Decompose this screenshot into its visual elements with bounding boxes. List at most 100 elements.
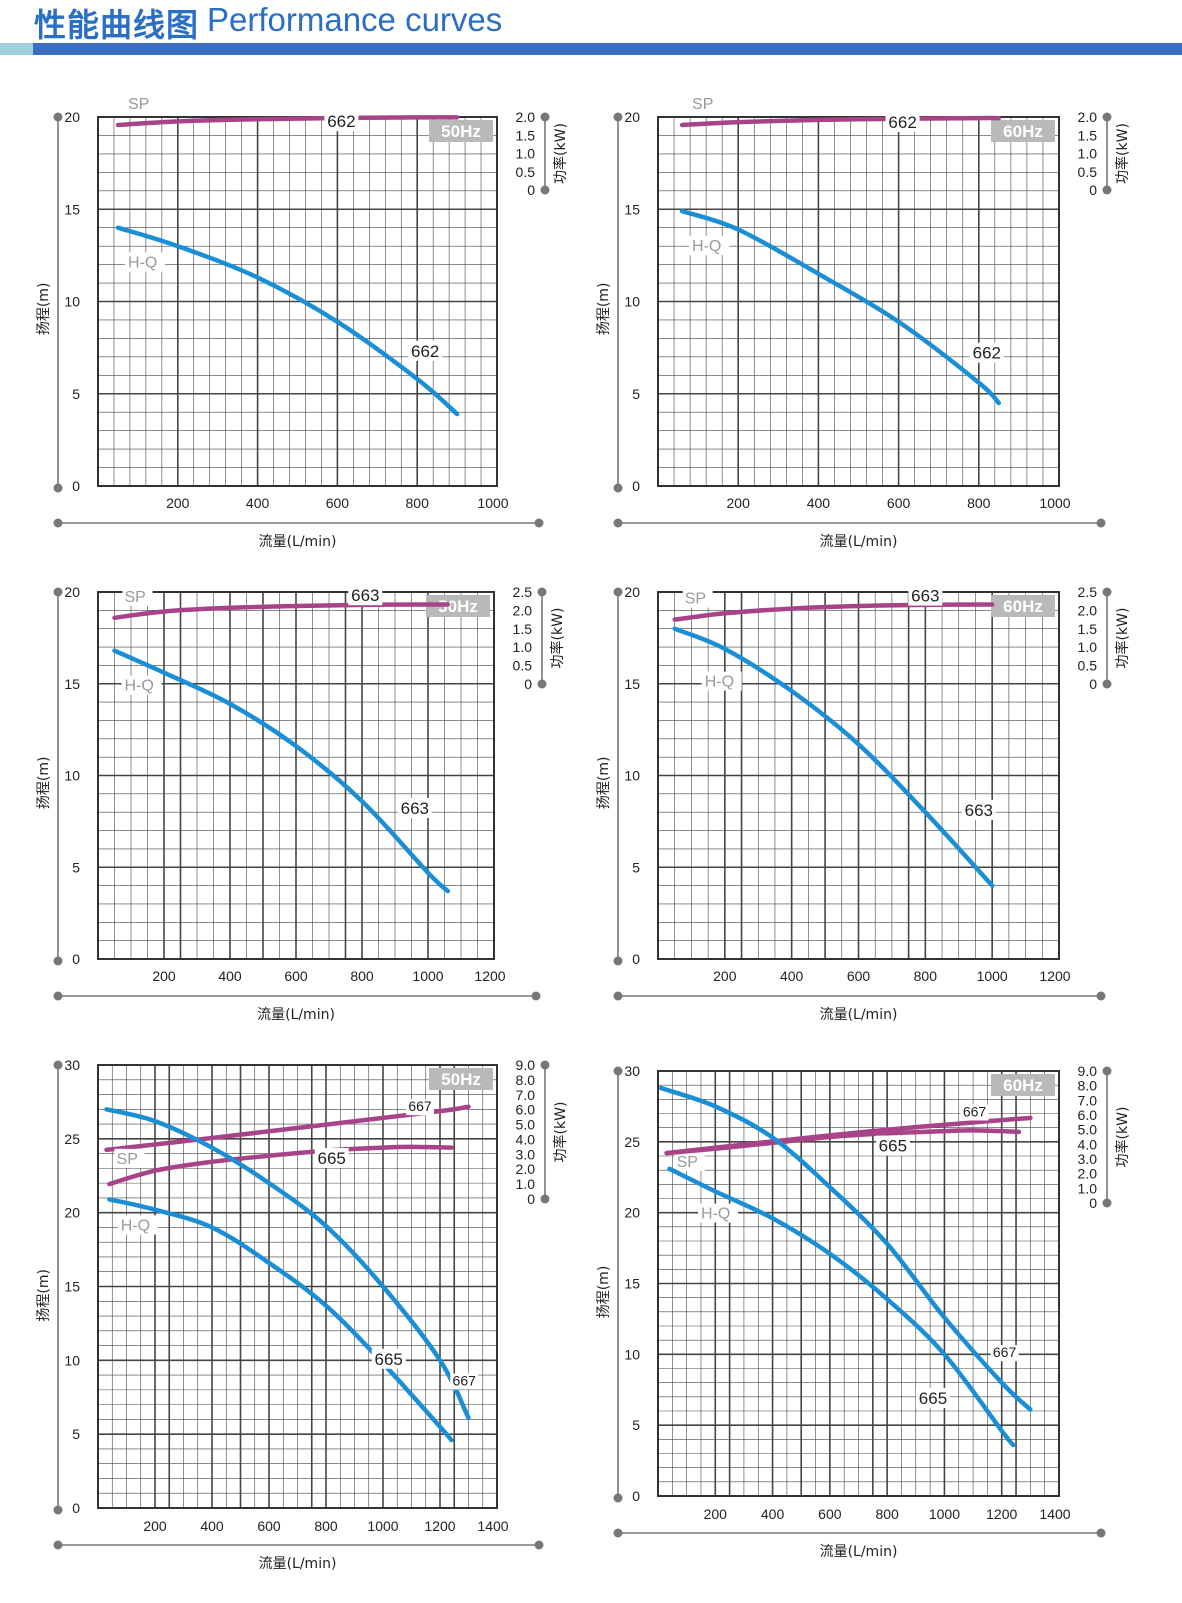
chart-2-x-tick-label: 800 [967,495,991,511]
chart-6-x-axis-label: 流量(L/min) [820,1544,898,1560]
chart-5-y2-tick-label: 9.0 [516,1057,536,1073]
chart-4-plot-border [657,591,1060,960]
chart-5-x-tick-label: 600 [257,1518,281,1534]
chart-3-x-tick-label: 200 [152,968,176,984]
chart-2-x-tick-label: 1000 [1039,495,1070,511]
chart-5-y2-tick-label: 2.0 [516,1161,536,1177]
chart-6-hq-label-bg [990,1345,1019,1362]
chart-4-x-axis-label: 流量(L/min) [820,1007,898,1023]
chart-1-sp-model-label-662: 662 [327,112,355,131]
chart-5-x-tick-label: 1400 [477,1518,508,1534]
chart-6-y2-tick-label: 8.0 [1078,1078,1098,1094]
chart-5-sp-model-label-667: 667 [408,1098,432,1114]
chart-6-hq-model-label-665: 665 [919,1389,947,1408]
chart-5-y-axis-dot-top [53,1060,63,1070]
chart-2-y2-axis-label: 功率(kW) [1114,123,1131,184]
chart-2-x-axis-dot-left [613,518,623,528]
chart-3-y-tick-label: 20 [64,584,80,600]
chart-5-hq-name-bg [117,1215,158,1235]
chart-5-hq-model-label-665: 665 [375,1350,403,1369]
chart-6-y2-tick-label: 5.0 [1078,1122,1098,1138]
chart-6-x-axis-dot-left [613,1528,623,1538]
chart-4-y2-tick-label: 1.5 [1078,621,1098,637]
chart-6-x-tick-label: 400 [761,1506,785,1522]
chart-3-x-tick-label: 400 [218,968,242,984]
chart-4-y-tick-label: 0 [632,951,640,967]
chart-5-sp-label-bg [406,1099,435,1116]
chart-3-y2-tick-label: 0.5 [513,658,533,674]
chart-2-x-axis-dot-right [1096,518,1106,528]
chart-4-hq-curve-663 [672,626,995,888]
chart-1-x-tick-label: 400 [246,495,270,511]
chart-5-y2-axis-dot-top [540,1060,550,1070]
chart-1-x-tick-label: 200 [166,495,190,511]
header-accent-bar [0,43,33,55]
chart-2-sp-name-bg [690,94,721,114]
chart-1-x-tick-label: 1000 [477,495,508,511]
chart-3-hq-name-bg [121,675,162,695]
chart-1-y-axis-label: 扬程(m) [36,283,52,336]
chart-1-y-axis-dot-bottom [53,483,63,493]
chart-1-frequency-label: 50Hz [441,122,481,141]
chart-6-x-axis-dot-right [1096,1528,1106,1538]
chart-6-y-tick-label: 0 [632,1488,640,1504]
chart-2-sp-model-label-662: 662 [888,113,916,132]
chart-2-y2-tick-label: 1.5 [1078,127,1098,143]
chart-5-hq-name-label: H-Q [121,1217,150,1234]
chart-1-y-tick-label: 0 [72,478,80,494]
chart-5-x-tick-label: 800 [314,1518,338,1534]
chart-5-x-tick-label: 1000 [367,1518,398,1534]
chart-2-y-tick-label: 15 [624,201,640,217]
chart-2-hq-label-bg [969,342,1004,363]
chart-5-x-axis-dot-right [534,1540,544,1550]
chart-1-x-axis-dot-left [53,518,63,528]
chart-1-x-axis-dot-right [534,518,544,528]
chart-2-hq-name-label: H-Q [692,238,721,255]
chart-6-y2-tick-label: 6.0 [1078,1107,1098,1123]
chart-5-y2-tick-label: 0 [527,1191,535,1207]
chart-2-x-tick-label: 200 [727,495,751,511]
chart-3-hq-label-bg [397,798,432,819]
chart-3-x-axis-dot-left [53,991,63,1001]
chart-3-x-tick-label: 1000 [412,968,443,984]
chart-1-hq-label-bg [408,340,443,361]
chart-4-y2-tick-label: 1.0 [1078,639,1098,655]
chart-3-y-tick-label: 10 [64,768,80,784]
chart-3-sp-name-label: SP [125,589,146,606]
chart-4-y-tick-label: 10 [624,768,640,784]
chart-2-y2-tick-label: 1.0 [1078,146,1098,162]
chart-3-y2-tick-label: 1.5 [513,621,533,637]
chart-1-y-tick-label: 15 [64,201,80,217]
chart-5-y-tick-label: 25 [64,1131,80,1147]
chart-2-hq-curve-662 [679,208,1002,406]
chart-6-y-tick-label: 30 [624,1063,640,1079]
chart-5-y-axis-dot-bottom [53,1505,63,1515]
chart-3-y2-axis-dot-top [537,587,547,597]
chart-6-y2-axis-label: 功率(kW) [1114,1107,1131,1168]
chart-3-y-axis-dot-bottom [53,956,63,966]
chart-2-y-tick-label: 5 [632,386,640,402]
page-title-en: Performance curves [207,1,503,38]
chart-3-x-tick-label: 800 [350,968,374,984]
chart-5-sp-curve-667 [104,1104,471,1153]
chart-4-y-axis-label: 扬程(m) [596,757,612,810]
chart-5-y-tick-label: 0 [72,1500,80,1516]
chart-6-y2-axis-dot-bottom [1102,1198,1112,1208]
chart-4-y-tick-label: 20 [624,584,640,600]
chart-5-hq-curve-665 [107,1197,454,1443]
chart-4-hq-model-label-663: 663 [965,801,993,820]
page-title-cn: 性能曲线图 [34,6,200,44]
chart-3-y-axis-label: 扬程(m) [36,757,52,810]
chart-2-sp-name-label: SP [692,96,713,113]
chart-4-hq-label-bg [961,799,996,820]
chart-4-hq-name-label: H-Q [705,674,734,691]
chart-1-y2-tick-label: 1.5 [516,127,536,143]
chart-6-y2-tick-label: 3.0 [1078,1151,1098,1167]
chart-3-y2-tick-label: 0 [524,676,532,692]
chart-6-hq-model-label-667: 667 [993,1344,1017,1360]
chart-1-y-axis-dot-top [53,112,63,122]
chart-2-y2-tick-label: 0.5 [1078,164,1098,180]
chart-5-x-axis-dot-left [53,1540,63,1550]
page-header: 性能曲线图 Performance curves [0,0,1182,60]
chart-1-y-tick-label: 20 [64,109,80,125]
